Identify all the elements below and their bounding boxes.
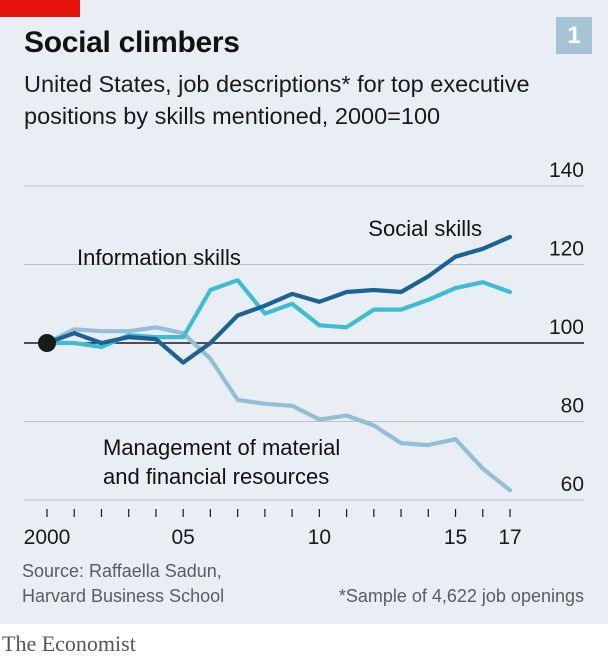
brand-red-tag (0, 0, 80, 17)
series-line-management (44, 325, 513, 493)
series-line-social (44, 234, 513, 365)
grid-layer: 60 80 100 120 140 2000 05 10 15 17 (24, 159, 584, 549)
chart-subtitle-line-1: United States, job descriptions* for top… (24, 71, 530, 97)
chart-subtitle-line-2: positions by skills mentioned, 2000=100 (24, 103, 441, 129)
series-label-management-line-2: and financial resources (103, 464, 329, 489)
source-line-2: Harvard Business School (22, 586, 225, 606)
series-label-management-line-1: Management of material (103, 435, 340, 460)
series-label-information: Information skills (77, 245, 241, 270)
y-tick-label-100: 100 (549, 316, 584, 339)
publisher-logo: The Economist (2, 631, 136, 656)
source-line-1: Source: Raffaella Sadun, (22, 561, 222, 581)
x-tick-label-2000: 2000 (24, 526, 71, 549)
footnote: *Sample of 4,622 job openings (338, 586, 584, 606)
x-tick-label-2015: 15 (444, 526, 467, 549)
y-tick-label-120: 120 (549, 238, 584, 261)
y-tick-label-140: 140 (549, 159, 584, 182)
y-tick-label-60: 60 (561, 473, 584, 496)
series-label-social: Social skills (368, 216, 482, 241)
x-tick-label-2005: 05 (171, 526, 194, 549)
series-line-information (44, 278, 513, 349)
x-tick-label-2017: 17 (498, 526, 521, 549)
x-tick-label-2010: 10 (308, 526, 331, 549)
chart-number-badge: 1 (556, 17, 592, 54)
annotation-layer: Social skills Information skills Managemen… (77, 216, 482, 489)
series-layer (38, 234, 513, 493)
y-tick-label-80: 80 (561, 395, 584, 418)
chart-title: Social climbers (24, 26, 240, 59)
line-chart: 60 80 100 120 140 2000 05 10 15 17 Social skills I… (24, 159, 584, 549)
base-year-marker (38, 334, 56, 352)
